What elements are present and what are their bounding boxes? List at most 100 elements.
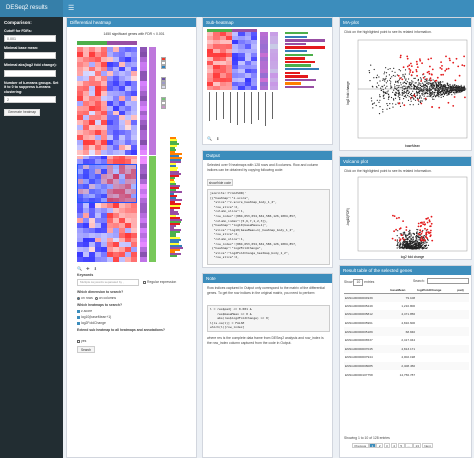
volcano-significant-point[interactable] bbox=[424, 239, 426, 241]
base-mean-input[interactable] bbox=[4, 52, 56, 60]
ma-significant-point[interactable] bbox=[463, 64, 466, 67]
volcano-significant-point[interactable] bbox=[419, 229, 421, 232]
ma-significant-point[interactable] bbox=[440, 68, 443, 70]
ma-significant-point[interactable] bbox=[409, 69, 412, 71]
ma-significant-point[interactable] bbox=[415, 69, 418, 71]
table-row[interactable]: ENSG00000005812 4,471.856 bbox=[344, 310, 469, 319]
volcano-significant-point[interactable] bbox=[429, 225, 432, 227]
volcano-significant-point[interactable] bbox=[424, 235, 427, 238]
volcano-significant-point[interactable] bbox=[426, 228, 429, 231]
page-button[interactable]: 5 bbox=[397, 443, 405, 448]
ma-significant-point[interactable] bbox=[430, 79, 432, 82]
ma-significant-point[interactable] bbox=[439, 67, 442, 69]
volcano-significant-point[interactable] bbox=[398, 228, 401, 230]
volcano-significant-point[interactable] bbox=[417, 222, 420, 225]
hm1-checkbox[interactable]: z-score bbox=[77, 309, 92, 314]
volcano-significant-point[interactable] bbox=[423, 221, 425, 223]
ma-significant-point[interactable] bbox=[457, 65, 460, 68]
ma-significant-point[interactable] bbox=[401, 78, 404, 81]
download-icon[interactable]: ⬇ bbox=[93, 266, 97, 271]
ma-significant-point[interactable] bbox=[415, 60, 418, 63]
volcano-significant-point[interactable] bbox=[401, 234, 403, 237]
volcano-significant-point[interactable] bbox=[421, 221, 423, 224]
search-button[interactable]: Search bbox=[77, 346, 95, 353]
volcano-significant-point[interactable] bbox=[426, 221, 429, 224]
output-code[interactable]: jsonlite::fromJSON(' [{"heatmap":"z-scor… bbox=[207, 189, 330, 265]
table-row[interactable]: ENSG00000006537 2,417.044 bbox=[344, 336, 469, 345]
volcano-significant-point[interactable] bbox=[429, 235, 432, 238]
page-button[interactable]: 4 bbox=[390, 443, 398, 448]
sub-heatmap[interactable] bbox=[207, 29, 281, 91]
ma-significant-point[interactable] bbox=[440, 61, 442, 63]
volcano-significant-point[interactable] bbox=[425, 233, 428, 236]
volcano-significant-point[interactable] bbox=[391, 237, 394, 240]
volcano-significant-point[interactable] bbox=[422, 223, 425, 225]
table-row[interactable]: ENSG00000008085 2,408.450 bbox=[344, 361, 469, 371]
page-button[interactable]: 1 bbox=[369, 443, 376, 448]
ma-significant-point[interactable] bbox=[422, 73, 425, 75]
volcano-significant-point[interactable] bbox=[427, 217, 429, 219]
ma-significant-point[interactable] bbox=[398, 102, 401, 104]
regex-checkbox[interactable]: Regular expression bbox=[143, 280, 176, 285]
dimension-radio[interactable]: on rows on columns bbox=[77, 296, 116, 301]
volcano-significant-point[interactable] bbox=[428, 220, 431, 223]
ma-significant-point[interactable] bbox=[399, 56, 402, 59]
ma-significant-point[interactable] bbox=[408, 64, 411, 67]
volcano-significant-point[interactable] bbox=[426, 237, 429, 240]
ma-significant-point[interactable] bbox=[415, 70, 418, 73]
ma-significant-point[interactable] bbox=[431, 106, 433, 108]
ma-significant-point[interactable] bbox=[399, 54, 402, 57]
volcano-significant-point[interactable] bbox=[421, 236, 423, 239]
hm2-checkbox[interactable]: log10(baseMean+1) bbox=[77, 315, 111, 320]
note-code[interactable]: l = res$padj <= 0.001 & res$baseMean >= … bbox=[207, 305, 330, 332]
show-hide-code-button[interactable]: show/hide code bbox=[207, 179, 233, 186]
generate-heatmap-button[interactable]: Generate heatmap bbox=[4, 109, 40, 117]
ma-significant-point[interactable] bbox=[458, 74, 461, 77]
volcano-significant-point[interactable] bbox=[420, 237, 422, 240]
volcano-significant-point[interactable] bbox=[405, 226, 408, 228]
volcano-plot-chart[interactable]: log2 fold change-log10(FDR) bbox=[344, 175, 469, 259]
ma-significant-point[interactable] bbox=[427, 58, 430, 61]
search-icon[interactable]: 🔍 bbox=[77, 266, 82, 271]
volcano-significant-point[interactable] bbox=[403, 238, 405, 241]
ma-significant-point[interactable] bbox=[420, 80, 423, 82]
volcano-significant-point[interactable] bbox=[418, 233, 421, 236]
ma-significant-point[interactable] bbox=[424, 97, 427, 100]
volcano-significant-point[interactable] bbox=[430, 222, 433, 225]
ma-significant-point[interactable] bbox=[410, 62, 412, 65]
ma-significant-point[interactable] bbox=[464, 96, 466, 99]
volcano-significant-point[interactable] bbox=[431, 239, 434, 242]
column-header[interactable] bbox=[344, 287, 390, 294]
ma-significant-point[interactable] bbox=[434, 80, 437, 82]
table-row[interactable]: ENSG00000004939 79.108 bbox=[344, 293, 469, 302]
ma-significant-point[interactable] bbox=[445, 55, 447, 58]
volcano-significant-point[interactable] bbox=[392, 214, 394, 217]
volcano-significant-point[interactable] bbox=[417, 225, 420, 228]
ma-significant-point[interactable] bbox=[426, 78, 428, 80]
ma-significant-point[interactable] bbox=[442, 73, 444, 76]
ma-significant-point[interactable] bbox=[419, 58, 421, 60]
volcano-significant-point[interactable] bbox=[399, 238, 402, 241]
hm3-checkbox[interactable]: log2FoldChange bbox=[77, 321, 106, 326]
ma-significant-point[interactable] bbox=[421, 62, 423, 65]
table-row[interactable]: ENSG00000107758 14,756.787 bbox=[344, 370, 469, 379]
ma-significant-point[interactable] bbox=[449, 59, 451, 62]
ma-significant-point[interactable] bbox=[431, 68, 434, 71]
extend-checkbox[interactable]: yes bbox=[77, 339, 86, 344]
table-row[interactable]: ENSG00000005189 68.840 bbox=[344, 327, 469, 336]
volcano-significant-point[interactable] bbox=[428, 219, 431, 222]
volcano-significant-point[interactable] bbox=[419, 225, 422, 228]
volcano-significant-point[interactable] bbox=[393, 215, 396, 217]
cutoff-input[interactable]: 0.001 bbox=[4, 35, 56, 43]
column-header[interactable]: padj bbox=[456, 287, 469, 294]
ma-significant-point[interactable] bbox=[429, 77, 432, 80]
ma-significant-point[interactable] bbox=[452, 105, 455, 107]
ma-significant-point[interactable] bbox=[420, 102, 423, 105]
ma-significant-point[interactable] bbox=[438, 106, 441, 109]
ma-significant-point[interactable] bbox=[440, 73, 443, 76]
column-header[interactable]: log2FoldChange bbox=[416, 287, 457, 294]
volcano-significant-point[interactable] bbox=[422, 238, 424, 241]
hamburger-icon[interactable]: ☰ bbox=[68, 5, 75, 12]
ma-significant-point[interactable] bbox=[422, 76, 425, 79]
ma-significant-point[interactable] bbox=[417, 99, 419, 101]
